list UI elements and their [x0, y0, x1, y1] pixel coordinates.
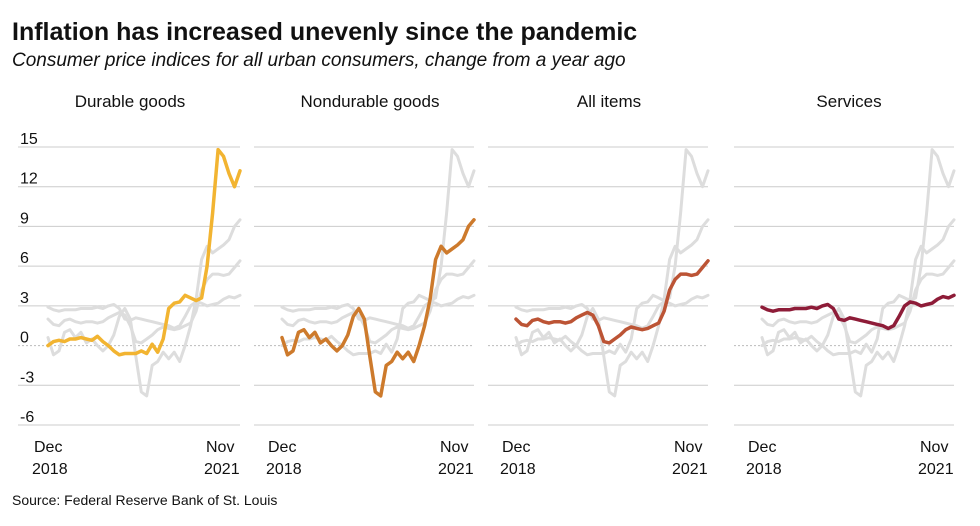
- y-tick-label: 12: [20, 171, 38, 188]
- y-tick-label: 6: [20, 250, 29, 267]
- background-series-line: [280, 259, 476, 345]
- x-tick-label: Dec: [502, 439, 530, 456]
- panels-root: Durable goods15129630-3-6Dec2018Nov2021N…: [18, 92, 956, 478]
- y-tick-label: 15: [20, 131, 38, 148]
- chart-subtitle: Consumer price indices for all urban con…: [12, 50, 626, 71]
- background-series-line: [46, 259, 242, 345]
- background-series-line: [280, 148, 476, 357]
- x-tick-label: 2018: [32, 461, 68, 478]
- background-series-line: [46, 293, 242, 330]
- x-tick-label: Nov: [920, 439, 948, 456]
- y-tick-label: 9: [20, 210, 29, 227]
- background-series-line: [760, 218, 956, 398]
- y-tick-label: -3: [20, 369, 34, 386]
- x-tick-label: Nov: [206, 439, 234, 456]
- highlight-series-line: [514, 259, 710, 345]
- panel-4: Services Dec 2018 Nov 2021: [734, 92, 956, 478]
- highlight-series-line: [760, 293, 956, 331]
- y-tick-label: 3: [20, 290, 29, 307]
- y-tick-label: 0: [20, 330, 29, 347]
- background-series-line: [760, 148, 956, 357]
- highlight-series-line: [46, 147, 242, 357]
- background-series-line: [46, 218, 242, 398]
- x-tick-label: 2021: [918, 461, 954, 478]
- background-series-line: [514, 218, 710, 398]
- chart-title: Inflation has increased unevenly since t…: [12, 18, 638, 46]
- x-tick-label: Dec: [268, 439, 296, 456]
- background-series-line: [280, 293, 476, 330]
- x-tick-label: Dec: [34, 439, 62, 456]
- x-tick-label: 2018: [266, 461, 302, 478]
- y-tick-label: -6: [20, 409, 34, 426]
- highlight-series-line: [280, 218, 476, 398]
- x-tick-label: 2021: [204, 461, 240, 478]
- panel-2: Nondurable goods Dec 2018 Nov 2021: [254, 92, 476, 478]
- source-note: Source: Federal Reserve Bank of St. Loui…: [12, 492, 278, 508]
- x-tick-label: Nov: [674, 439, 702, 456]
- x-tick-label: 2018: [500, 461, 536, 478]
- panel-title: All items: [577, 92, 641, 111]
- panel-3: All items Dec 2018 Nov 2021: [488, 92, 710, 478]
- panel-title: Nondurable goods: [301, 92, 440, 111]
- x-tick-label: 2018: [746, 461, 782, 478]
- background-series-line: [760, 259, 956, 345]
- background-series-line: [514, 148, 710, 357]
- x-tick-label: Nov: [440, 439, 468, 456]
- x-tick-label: 2021: [438, 461, 474, 478]
- panel-title: Services: [816, 92, 881, 111]
- panel-title: Durable goods: [75, 92, 186, 111]
- x-tick-label: 2021: [672, 461, 708, 478]
- x-tick-label: Dec: [748, 439, 776, 456]
- background-series-line: [514, 293, 710, 330]
